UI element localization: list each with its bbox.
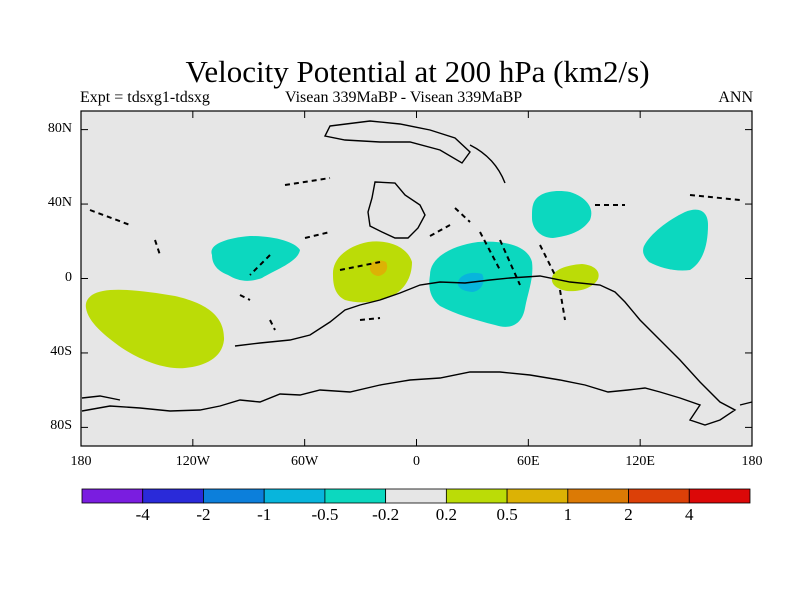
y-tick-label: 0 — [65, 269, 72, 285]
colorbar-level-label: 0.5 — [496, 505, 518, 524]
period-label: Visean 339MaBP - Visean 339MaBP — [285, 89, 523, 106]
colorbar-level-label: -0.5 — [311, 505, 339, 524]
island-arc-2 — [304, 231, 331, 239]
island-arc-14 — [239, 294, 251, 301]
island-arc-4 — [89, 209, 131, 226]
island-arc-9 — [429, 224, 451, 237]
island-arc-1 — [284, 177, 331, 186]
experiment-label: Expt = tdsxg1-tdsxg — [80, 89, 210, 106]
island-arc-13 — [339, 261, 381, 271]
colorbar-level-label: -2 — [196, 505, 211, 524]
x-tick-label: 180 — [741, 454, 763, 469]
x-tick-label: 60W — [291, 454, 319, 469]
island-arc-12 — [249, 254, 271, 276]
colorbar-swatch — [385, 488, 447, 504]
colorbar-level-label: 1 — [563, 505, 573, 524]
colorbar — [81, 488, 751, 504]
x-tick-label: 120E — [625, 454, 655, 469]
colorbar-swatch — [445, 488, 508, 504]
island-fragments — [89, 177, 741, 331]
y-tick-label: 80N — [47, 120, 72, 136]
island-arc-8 — [539, 244, 556, 276]
colorbar-level-label: -0.2 — [372, 505, 400, 524]
colorbar-swatch — [324, 488, 387, 504]
colorbar-level-label: 2 — [624, 505, 633, 524]
colorbar-swatch — [142, 488, 204, 504]
contour-region-pos-core — [369, 260, 388, 276]
island-arc-15 — [269, 319, 276, 331]
coastline-north — [323, 120, 471, 164]
contour-region-pos-pacific — [85, 289, 225, 369]
x-tick-label: 60E — [517, 454, 540, 469]
colorbar-swatch — [81, 488, 144, 504]
island-arc-3 — [154, 239, 161, 256]
island-arc-16 — [359, 317, 381, 321]
colorbar-level-label: -4 — [135, 505, 150, 524]
contour-regions — [85, 191, 708, 369]
chart-title: Velocity Potential at 200 hPa (km2/s) — [185, 54, 650, 89]
island-arc-6 — [479, 231, 501, 271]
x-tick-label: 120W — [175, 454, 210, 469]
colorbar-level-label: -1 — [257, 505, 272, 524]
colorbar-swatch — [203, 488, 265, 504]
coastline-south-tip — [81, 395, 121, 401]
coastlines — [81, 120, 753, 426]
axis-ticks — [80, 111, 753, 446]
contour-region-neg-north-america — [211, 236, 300, 281]
colorbar-level-label: 0.2 — [435, 505, 457, 524]
x-tick-label: 180 — [70, 454, 92, 469]
colorbar-swatch — [506, 488, 569, 504]
colorbar-swatch — [628, 488, 690, 504]
y-tick-label: 40S — [50, 343, 72, 359]
colorbar-swatch — [567, 488, 629, 504]
island-arc-5 — [454, 207, 471, 223]
y-tick-label: 40N — [47, 195, 72, 211]
coastline-gondwana — [81, 275, 737, 426]
contour-region-neg-far-east — [643, 209, 708, 271]
y-tick-label: 80S — [50, 418, 72, 434]
coastline-north-arc — [469, 144, 506, 184]
coastline-east-tip — [739, 401, 753, 406]
contour-region-neg-north-asia — [532, 191, 592, 238]
colorbar-swatch — [263, 488, 326, 504]
colorbar-level-label: 4 — [685, 505, 694, 524]
x-tick-label: 0 — [413, 454, 420, 469]
season-label: ANN — [718, 89, 753, 106]
coastline-laurussia — [367, 181, 426, 239]
colorbar-swatch — [688, 488, 751, 504]
map-background — [81, 111, 752, 446]
